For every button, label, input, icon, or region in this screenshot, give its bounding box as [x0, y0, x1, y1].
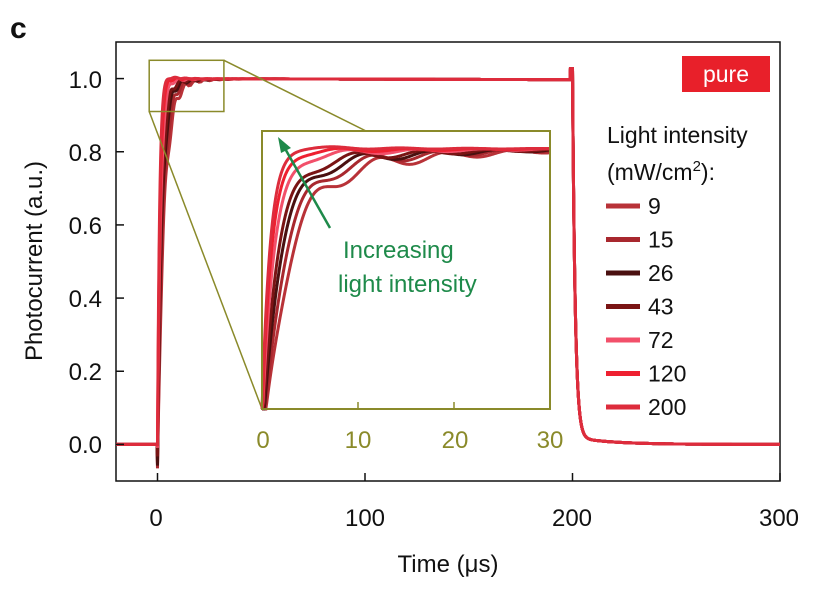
zoom-indicator — [148, 59, 367, 410]
legend-label-26: 26 — [648, 260, 674, 286]
annotation-arrow-head — [278, 137, 291, 153]
zoom-box — [148, 59, 225, 113]
badge-label: pure — [703, 61, 749, 87]
legend: 9 15 26 43 72 120 200 — [606, 193, 686, 420]
y-tick-label-0.8: 0.8 — [69, 140, 102, 167]
x-axis-title: Time (μs) — [398, 551, 499, 578]
legend-label-9: 9 — [648, 193, 661, 219]
zoom-connector-top — [223, 59, 367, 132]
x-tick-label-300: 300 — [759, 505, 799, 532]
legend-label-15: 15 — [648, 227, 674, 253]
inset-x-tick-label-20: 20 — [442, 427, 469, 454]
inset-x-tick-label-10: 10 — [345, 427, 372, 454]
main-plot-frame — [115, 41, 781, 482]
y-tick-label-0.4: 0.4 — [69, 286, 102, 313]
inset-x-tick-label-0: 0 — [256, 427, 269, 454]
badge — [682, 56, 770, 92]
legend-title-line1: Light intensity — [607, 122, 748, 148]
inset-series-group — [260, 145, 550, 411]
y-tick-label-0.2: 0.2 — [69, 359, 102, 386]
annotation-line2: light intensity — [338, 271, 477, 298]
legend-label-200: 200 — [648, 394, 686, 420]
inset-series-line-200 — [260, 145, 550, 410]
main-series-group — [116, 67, 780, 469]
x-tick-label-200: 200 — [552, 505, 592, 532]
legend-label-120: 120 — [648, 361, 686, 387]
inset-background — [262, 131, 550, 409]
zoom-connector-bottom — [148, 111, 263, 410]
inset-ticks — [261, 402, 551, 409]
inset-x-tick-label-30: 30 — [537, 427, 564, 454]
main-ticks — [116, 77, 781, 481]
y-axis-title: Photocurrent (a.u.) — [21, 161, 48, 361]
legend-title-line2: (mW/cm2): — [607, 158, 715, 185]
y-tick-label-0: 0.0 — [69, 432, 102, 459]
y-tick-label-0.6: 0.6 — [69, 213, 102, 240]
series-line-200 — [116, 67, 780, 447]
annotation-line1: Increasing — [343, 237, 454, 264]
inset-frame — [261, 130, 551, 410]
x-tick-label-100: 100 — [345, 505, 385, 532]
legend-label-72: 72 — [648, 327, 674, 353]
annotation-arrow-shaft — [281, 144, 332, 229]
inset-series-line-9 — [262, 148, 550, 411]
y-tick-label-1.0: 1.0 — [69, 67, 102, 94]
panel-label: c — [10, 12, 27, 45]
legend-label-43: 43 — [648, 294, 674, 320]
x-tick-label-0: 0 — [149, 505, 162, 532]
